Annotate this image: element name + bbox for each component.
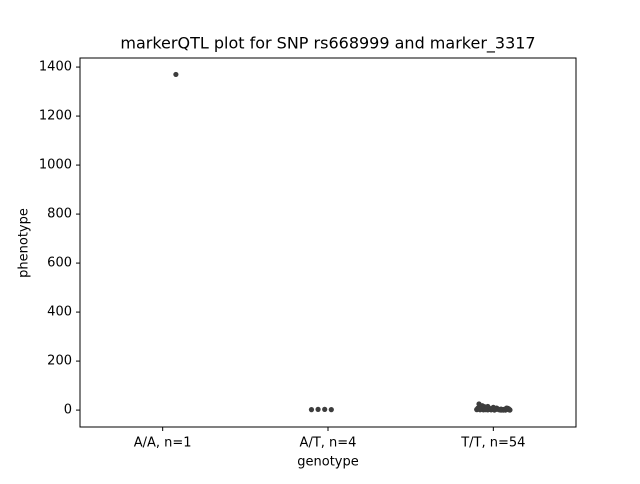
plot-frame	[79, 57, 577, 428]
data-point	[490, 406, 496, 412]
y-tick-label: 800	[47, 207, 72, 222]
data-point	[308, 407, 315, 413]
y-tick-label: 200	[47, 354, 72, 369]
x-tick-label: A/T, n=4	[300, 436, 357, 451]
data-point	[497, 407, 503, 413]
data-point	[328, 407, 334, 413]
y-tick-label: 0	[64, 403, 72, 418]
y-axis-label: phenotype	[17, 208, 32, 278]
x-axis-label: genotype	[297, 455, 358, 470]
y-tick-label: 600	[47, 256, 72, 271]
y-tick-label: 1000	[39, 158, 72, 173]
chart-title: markerQTL plot for SNP rs668999 and mark…	[120, 34, 535, 54]
data-point	[322, 406, 328, 412]
y-tick-label: 400	[47, 305, 72, 320]
data-point	[173, 71, 179, 78]
data-point	[476, 406, 482, 412]
x-tick-label: T/T, n=54	[460, 436, 525, 451]
y-tick-label: 1200	[39, 109, 72, 124]
x-tick-label: A/A, n=1	[134, 436, 192, 451]
y-tick-label: 1400	[39, 60, 72, 75]
data-point	[315, 406, 321, 412]
data-point	[483, 407, 489, 413]
data-point	[503, 405, 510, 411]
